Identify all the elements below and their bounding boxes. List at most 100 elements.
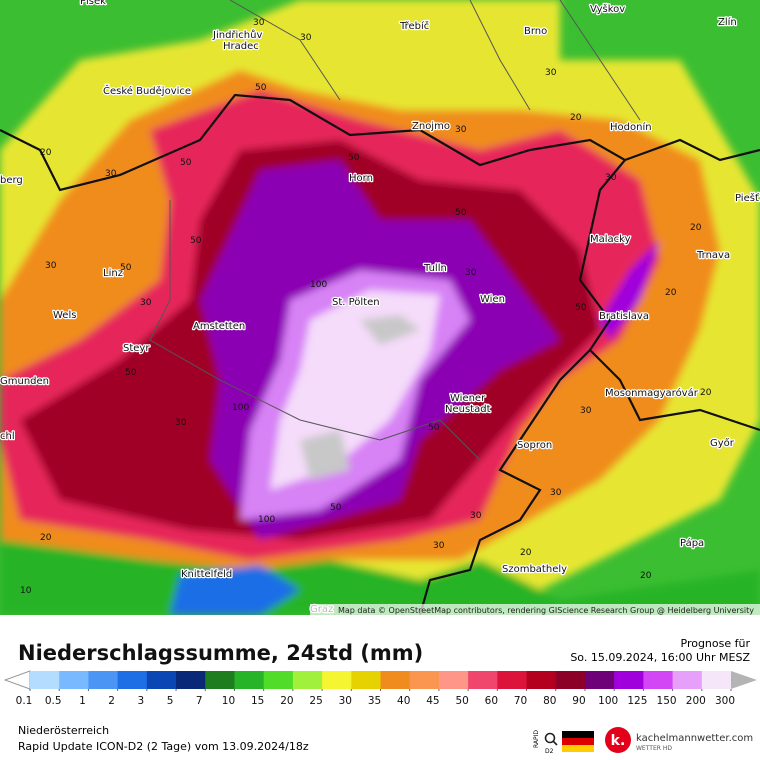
scale-label: 7 bbox=[196, 695, 203, 707]
scale-label: 45 bbox=[426, 695, 439, 707]
scale-bin bbox=[409, 671, 440, 689]
city-label: Wiener bbox=[450, 393, 486, 404]
contour-label: 100 bbox=[258, 515, 275, 525]
rapid: RAPID bbox=[533, 730, 540, 748]
legend-title: Niederschlagssumme, 24std (mm) bbox=[18, 641, 423, 665]
scale-bin bbox=[526, 671, 557, 689]
contour-label: 50 bbox=[180, 158, 192, 168]
city-label: Szombathely bbox=[502, 564, 567, 575]
forecast-time: So. 15.09.2024, 16:00 Uhr MESZ bbox=[570, 651, 750, 664]
contour-label: 30 bbox=[300, 33, 312, 43]
contour-label: 30 bbox=[580, 406, 592, 416]
scale-bin bbox=[234, 671, 265, 689]
scale-label: 0.5 bbox=[45, 695, 62, 707]
contour-labels: 30 30 50 30 50 30 30 20 30 20 30 50 50 20 50 50 30 50 30 20… bbox=[20, 18, 712, 596]
contour-label: 20 bbox=[520, 548, 532, 558]
contour-label: 20 bbox=[700, 388, 712, 398]
scale-label: 3 bbox=[137, 695, 144, 707]
city-label: Hradec bbox=[223, 41, 259, 52]
brand: kachelmannwetter.com bbox=[636, 733, 753, 744]
city-label: St. Pölten bbox=[332, 297, 380, 308]
contour-label: 30 bbox=[175, 418, 187, 428]
contour-label: 10 bbox=[20, 586, 32, 596]
scale-bin bbox=[380, 671, 411, 689]
city-label: Amstetten bbox=[193, 321, 245, 332]
scale-label: 40 bbox=[397, 695, 410, 707]
scale-label: 80 bbox=[543, 695, 556, 707]
scale-label: 60 bbox=[485, 695, 498, 707]
city-label: berg bbox=[0, 175, 23, 186]
city-label: Brno bbox=[524, 26, 547, 37]
scale-label: 125 bbox=[627, 695, 647, 707]
scale-under bbox=[3, 670, 31, 690]
contour-label: 50 bbox=[330, 503, 342, 513]
city-label: Hodonín bbox=[610, 121, 652, 133]
contour-label: 30 bbox=[470, 511, 482, 521]
contour-label: 30 bbox=[45, 261, 57, 271]
city-label: České Budějovice bbox=[103, 84, 191, 97]
forecast-label: Prognose für bbox=[681, 637, 751, 650]
city-label: Piešť bbox=[735, 192, 759, 204]
scale-label: 35 bbox=[368, 695, 381, 707]
scale-over bbox=[731, 671, 757, 689]
contour-label: 30 bbox=[253, 18, 265, 28]
city-label: Horn bbox=[349, 173, 373, 184]
scale-bin bbox=[146, 671, 177, 689]
scale-label: 30 bbox=[339, 695, 352, 707]
scale-bin bbox=[322, 671, 352, 689]
brand-sub: WETTER HD bbox=[636, 745, 672, 752]
city-label: Pápa bbox=[680, 537, 704, 549]
city-label: Mosonmagyaróvár bbox=[605, 387, 699, 399]
scale-bin bbox=[497, 671, 528, 689]
city-label: Győr bbox=[710, 437, 735, 449]
scale-label: 5 bbox=[167, 695, 174, 707]
city-label: Znojmo bbox=[412, 121, 450, 132]
contour-label: 100 bbox=[310, 280, 327, 290]
scale-bin bbox=[438, 671, 469, 689]
city-label: Malacky bbox=[590, 234, 631, 245]
scale-label: 200 bbox=[686, 695, 706, 707]
region: Niederösterreich bbox=[18, 724, 109, 737]
scale-bin bbox=[176, 671, 206, 689]
contour-label: 30 bbox=[550, 488, 562, 498]
scale-label: 1 bbox=[79, 695, 86, 707]
contour-label: 30 bbox=[605, 173, 617, 183]
d2: D2 bbox=[545, 748, 554, 755]
scale-bin bbox=[263, 671, 294, 689]
scale-bin bbox=[468, 671, 498, 689]
city-label: Písek bbox=[80, 0, 106, 7]
city-label: Neustadt bbox=[445, 404, 491, 415]
scale-label: 15 bbox=[251, 695, 264, 707]
scale-label: 10 bbox=[222, 695, 235, 707]
contour-label: 50 bbox=[125, 368, 137, 378]
contour-label: 50 bbox=[428, 423, 440, 433]
city-label: Steyr bbox=[123, 343, 150, 354]
city-label: Třebíč bbox=[399, 20, 429, 32]
scale-bin bbox=[30, 671, 60, 689]
contour-label: 50 bbox=[348, 153, 360, 163]
borders bbox=[0, 93, 760, 615]
scale-label: 50 bbox=[455, 695, 468, 707]
city-label: Tulln bbox=[423, 263, 447, 274]
scale-bin bbox=[88, 671, 119, 689]
contour-label: 30 bbox=[140, 298, 152, 308]
city-label: Sopron bbox=[517, 440, 552, 451]
city-label: Linz bbox=[103, 268, 123, 279]
scale-label: 90 bbox=[572, 695, 585, 707]
contour-label: 20 bbox=[40, 533, 52, 543]
contour-label: 50 bbox=[455, 208, 467, 218]
contour-label: 20 bbox=[690, 223, 702, 233]
contour-label: 20 bbox=[570, 113, 582, 123]
city-label: Trnava bbox=[696, 250, 730, 261]
contour-label: 20 bbox=[640, 571, 652, 581]
contour-label: 30 bbox=[455, 125, 467, 135]
city-label: Vyškov bbox=[590, 3, 625, 15]
scale-label: 20 bbox=[280, 695, 293, 707]
scale-bin bbox=[59, 671, 89, 689]
scale-bin bbox=[701, 671, 732, 689]
contour-label: 50 bbox=[255, 83, 267, 93]
model-info: Rapid Update ICON-D2 (2 Tage) vom 13.09.… bbox=[18, 740, 309, 753]
